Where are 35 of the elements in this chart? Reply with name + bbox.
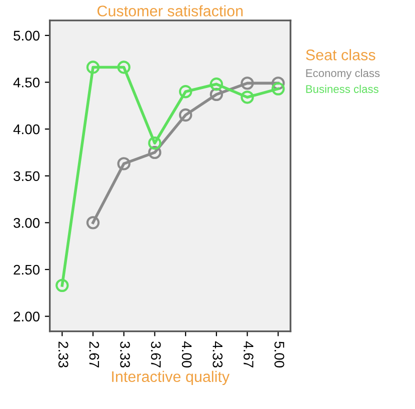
x-tick-label: 3.33 [120, 342, 130, 368]
point [148, 146, 162, 160]
x-tick-label: 5.00 [274, 342, 284, 368]
point [178, 85, 192, 98]
point [210, 88, 224, 102]
chart-title: Customer satisfaction [97, 5, 243, 16]
y-tick-label: 3.00 [14, 218, 40, 228]
point [272, 82, 285, 96]
x-tick-label: 4.33 [212, 341, 223, 368]
x-tick-label: 3.67 [150, 342, 161, 368]
point [240, 76, 254, 90]
x-axis-title: Interactive quality [112, 370, 230, 386]
point [86, 60, 100, 74]
y-tick-label: 2.00 [14, 312, 40, 322]
y-tick-label: 3.50 [14, 171, 40, 182]
x-tick-label: 4.67 [244, 341, 254, 368]
point [178, 108, 192, 122]
point [117, 60, 130, 74]
point [272, 76, 285, 90]
x-tick-label: 2.67 [89, 342, 100, 368]
text: Business class [306, 84, 378, 93]
x-tick-label: 4.00 [182, 341, 192, 368]
point [117, 157, 130, 170]
point [240, 90, 254, 104]
point [210, 78, 224, 91]
point [56, 278, 69, 292]
y-tick-label: 2.50 [14, 264, 40, 275]
y-tick-label: 5.00 [14, 30, 40, 41]
point [148, 136, 162, 150]
y-tick-label: 4.50 [13, 78, 40, 88]
point [86, 216, 100, 230]
text: Economy class [306, 68, 380, 80]
x-tick-label: 2.33 [58, 342, 68, 368]
y-tick-label: 4.00 [13, 124, 40, 134]
legend-title: Seat class [306, 49, 376, 60]
